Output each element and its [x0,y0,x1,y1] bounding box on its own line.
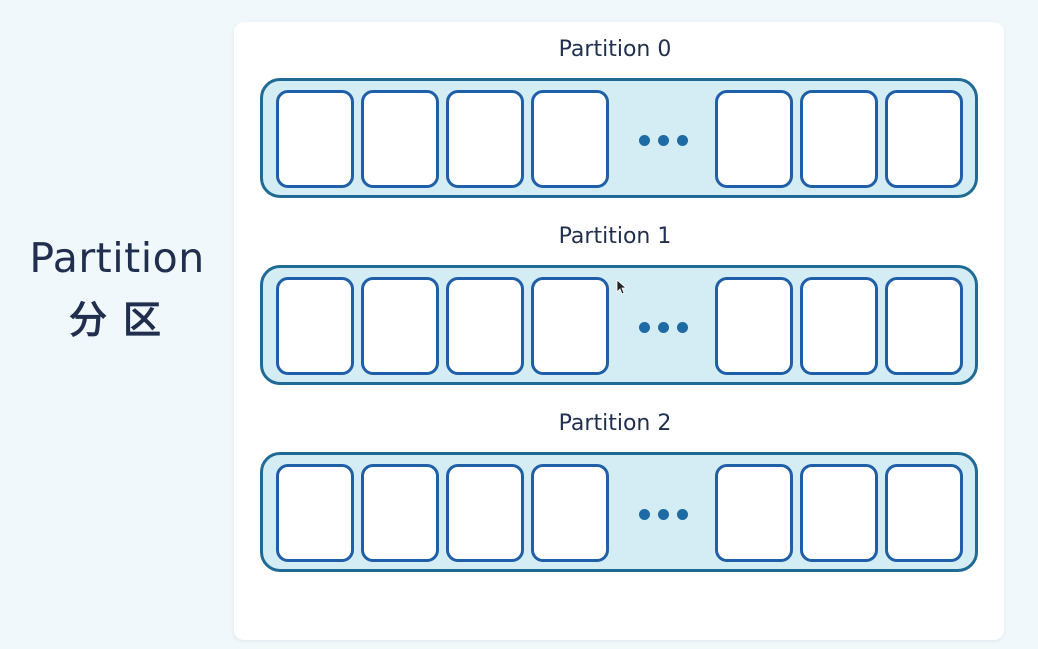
dot [639,509,650,520]
message-cell [276,90,354,188]
dot [658,135,669,146]
message-cell [531,90,609,188]
dot [639,322,650,333]
ellipsis-icon [639,135,689,147]
message-cell [885,464,963,562]
message-cell [885,90,963,188]
message-cell [800,90,878,188]
dot [639,135,650,146]
message-cell [531,464,609,562]
message-cell [715,90,793,188]
message-cell [715,464,793,562]
dot [677,509,688,520]
message-cell [715,277,793,375]
message-cell [885,277,963,375]
message-cell [446,464,524,562]
partition-label: Partition 1 [558,224,672,249]
ellipsis-icon [639,322,689,334]
partition-track [260,452,978,572]
dot [677,135,688,146]
message-cell [361,464,439,562]
message-cell [446,90,524,188]
side-title-en: Partition [29,234,205,282]
side-title: Partition 分区 [14,232,220,346]
partition-track [260,78,978,198]
side-title-zh: 分区 [68,298,177,342]
mouse-cursor-icon [616,279,626,295]
message-cell [361,277,439,375]
ellipsis-icon [639,509,689,521]
message-cell [800,277,878,375]
message-cell [446,277,524,375]
message-cell [361,90,439,188]
message-cell [276,277,354,375]
dot [677,322,688,333]
dot [658,322,669,333]
dot [658,509,669,520]
message-cell [800,464,878,562]
partition-label: Partition 0 [558,37,672,62]
partition-label: Partition 2 [558,411,672,436]
diagram-card: Partition 0 Partition 1 [234,22,1004,640]
message-cell [531,277,609,375]
message-cell [276,464,354,562]
